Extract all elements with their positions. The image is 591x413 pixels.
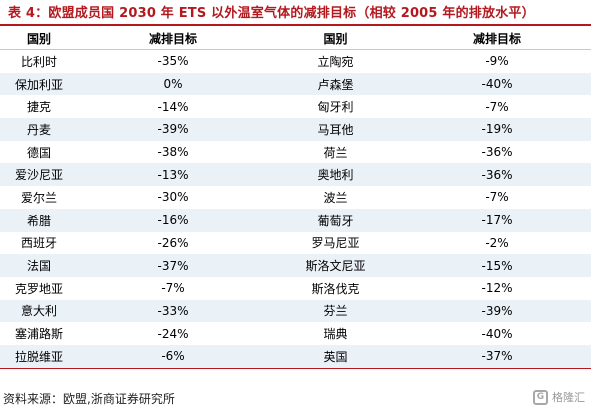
country-right-cell: 卢森堡: [268, 72, 403, 96]
target-left-cell: -16%: [78, 208, 268, 232]
target-left-cell: -14%: [157, 99, 189, 114]
table-row: 保加利亚 0% 卢森堡 -40%: [0, 72, 591, 96]
country-right-cell: 匈牙利: [317, 100, 354, 115]
target-right-cell: -12%: [481, 281, 513, 296]
table-row: 希腊 -16% 葡萄牙 -17%: [0, 208, 591, 232]
table-row: 德国 -38% 荷兰 -36%: [0, 141, 591, 164]
target-left-cell: 0%: [78, 72, 268, 96]
target-left-cell: -35%: [157, 54, 189, 69]
country-right-cell: 波兰: [323, 190, 348, 205]
watermark-text: 格隆汇: [552, 391, 585, 404]
table-row: 比利时 -35% 立陶宛 -9%: [0, 50, 591, 73]
country-left-cell: 西班牙: [20, 236, 57, 251]
emission-target-table: 国别 减排目标 国别 减排目标 比利时 -35% 立陶宛 -9% 保加利亚 0% 卢森堡 -4…: [0, 27, 591, 369]
target-right-cell: -19%: [403, 118, 591, 141]
target-right-cell: -37%: [403, 344, 591, 369]
country-right-cell: 斯洛伐克: [311, 281, 360, 296]
target-left-cell: -24%: [157, 326, 189, 341]
target-left-cell: -13%: [78, 163, 268, 187]
table-row: 塞浦路斯 -24% 瑞典 -40%: [0, 322, 591, 345]
country-right-cell: 奥地利: [268, 163, 403, 187]
table-row: 西班牙 -26% 罗马尼亚 -2%: [0, 232, 591, 255]
country-right-cell: 马耳他: [268, 118, 403, 141]
country-right-cell: 瑞典: [323, 327, 348, 342]
country-right-cell: 罗马尼亚: [311, 236, 360, 251]
header-target-2: 减排目标: [472, 31, 521, 46]
title-rule: [0, 24, 591, 26]
table-title: 表 4：欧盟成员国 2030 年 ETS 以外温室气体的减排目标（相较 2005…: [8, 6, 535, 21]
table-row: 丹麦 -39% 马耳他 -19%: [0, 118, 591, 141]
target-right-cell: -7%: [485, 190, 509, 205]
country-left-cell: 拉脱维亚: [0, 344, 78, 369]
target-right-cell: -40%: [403, 72, 591, 96]
table-row: 拉脱维亚 -6% 英国 -37%: [0, 344, 591, 369]
target-right-cell: -36%: [481, 145, 513, 160]
country-left-cell: 捷克: [26, 100, 51, 115]
country-left-cell: 丹麦: [0, 118, 78, 141]
country-right-cell: 葡萄牙: [268, 208, 403, 232]
country-right-cell: 斯洛文尼亚: [268, 254, 403, 277]
target-right-cell: -7%: [485, 99, 509, 114]
target-right-cell: -36%: [403, 163, 591, 187]
header-country-1: 国别: [26, 31, 51, 46]
header-row: 国别 减排目标 国别 减排目标: [0, 27, 591, 50]
target-left-cell: -39%: [78, 118, 268, 141]
country-left-cell: 爱沙尼亚: [0, 163, 78, 187]
country-left-cell: 意大利: [0, 299, 78, 323]
country-right-cell: 英国: [268, 344, 403, 369]
target-right-cell: -17%: [403, 208, 591, 232]
table-row: 克罗地亚 -7% 斯洛伐克 -12%: [0, 277, 591, 300]
target-right-cell: -40%: [481, 326, 513, 341]
target-right-cell: -15%: [403, 254, 591, 277]
table-row: 爱尔兰 -30% 波兰 -7%: [0, 186, 591, 209]
target-left-cell: -33%: [78, 299, 268, 323]
target-right-cell: -2%: [485, 235, 509, 250]
table-row: 法国 -37% 斯洛文尼亚 -15%: [0, 254, 591, 277]
target-left-cell: -37%: [78, 254, 268, 277]
target-right-cell: -9%: [485, 54, 509, 69]
country-left-cell: 塞浦路斯: [14, 327, 63, 342]
header-country-2: 国别: [323, 31, 348, 46]
target-left-cell: -38%: [157, 145, 189, 160]
watermark: G 格隆汇: [533, 389, 585, 405]
table-row: 意大利 -33% 芬兰 -39%: [0, 299, 591, 323]
source-note: 资料来源：欧盟,浙商证券研究所: [3, 392, 175, 406]
country-left-cell: 爱尔兰: [20, 190, 57, 205]
target-left-cell: -7%: [161, 281, 185, 296]
country-left-cell: 比利时: [20, 54, 57, 69]
table-row: 爱沙尼亚 -13% 奥地利 -36%: [0, 163, 591, 187]
target-left-cell: -30%: [157, 190, 189, 205]
country-right-cell: 荷兰: [323, 145, 348, 160]
country-right-cell: 芬兰: [268, 299, 403, 323]
target-left-cell: -26%: [157, 235, 189, 250]
watermark-logo-icon: G: [533, 389, 548, 405]
table-row: 捷克 -14% 匈牙利 -7%: [0, 95, 591, 118]
country-left-cell: 保加利亚: [0, 72, 78, 96]
country-left-cell: 希腊: [0, 208, 78, 232]
header-target-1: 减排目标: [148, 31, 197, 46]
country-left-cell: 克罗地亚: [14, 281, 63, 296]
target-left-cell: -6%: [78, 344, 268, 369]
country-right-cell: 立陶宛: [317, 54, 354, 69]
country-left-cell: 法国: [0, 254, 78, 277]
country-left-cell: 德国: [26, 145, 51, 160]
target-right-cell: -39%: [403, 299, 591, 323]
